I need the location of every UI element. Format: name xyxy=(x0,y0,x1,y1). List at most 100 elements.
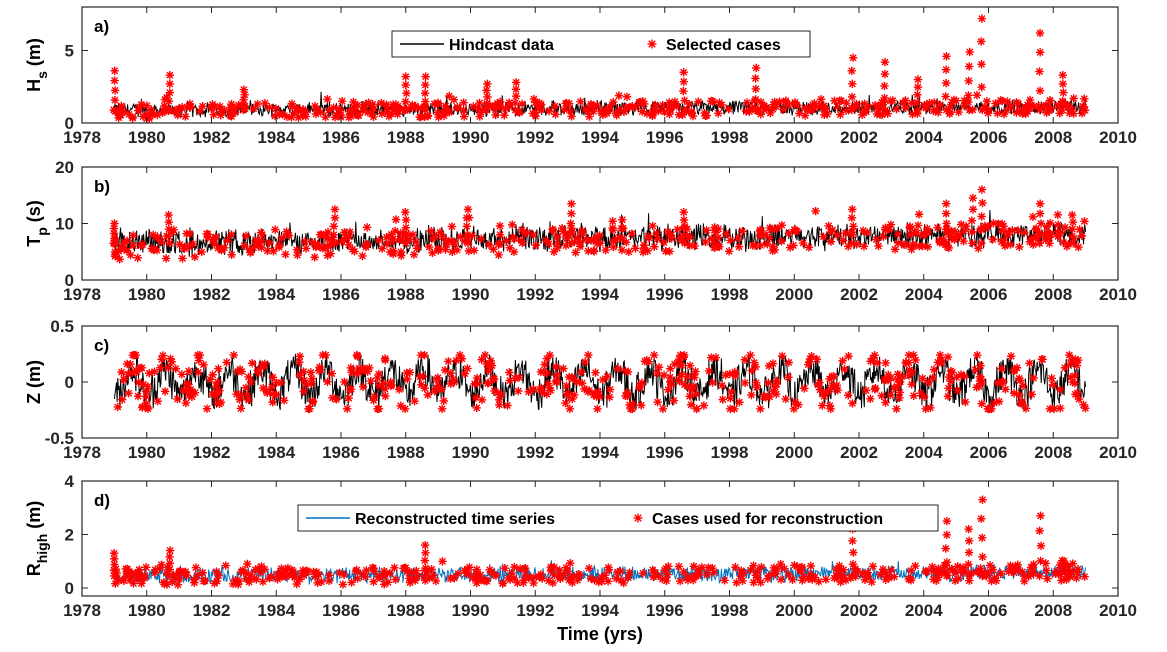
selected-case-point xyxy=(182,571,192,580)
selected-case-point xyxy=(994,397,1004,406)
selected-case-point xyxy=(804,357,814,367)
selected-case-point xyxy=(1068,377,1077,387)
selected-case-point xyxy=(227,99,236,109)
x-tick-label: 1996 xyxy=(646,285,684,304)
selected-case-point xyxy=(167,357,176,367)
selected-case-point xyxy=(1059,88,1068,97)
y-tick-label: 0 xyxy=(65,373,74,392)
selected-case-point xyxy=(867,577,876,587)
selected-case-point xyxy=(165,571,174,581)
selected-case-point xyxy=(1036,48,1045,57)
selected-case-point xyxy=(449,95,459,104)
selected-case-point xyxy=(751,63,761,73)
selected-case-point xyxy=(734,233,743,243)
selected-case-point xyxy=(623,391,632,401)
selected-case-point xyxy=(323,377,332,387)
selected-case-point xyxy=(125,567,134,576)
selected-case-point xyxy=(1058,79,1068,89)
selected-case-point xyxy=(852,240,861,249)
selected-case-point xyxy=(1006,240,1015,249)
selected-case-point xyxy=(152,246,162,255)
selected-case-point xyxy=(437,385,446,394)
selected-case-point xyxy=(849,548,858,557)
selected-case-point xyxy=(965,105,974,115)
selected-case-point xyxy=(798,576,807,585)
selected-case-point xyxy=(1080,572,1089,581)
selected-case-point xyxy=(438,232,447,241)
selected-case-point xyxy=(1029,560,1038,569)
selected-case-point xyxy=(977,82,986,92)
selected-case-point xyxy=(586,574,596,583)
selected-case-point xyxy=(649,350,659,360)
selected-case-point xyxy=(956,370,966,379)
selected-case-point xyxy=(477,395,487,405)
selected-case-point xyxy=(1068,559,1077,568)
selected-case-point xyxy=(543,379,553,388)
y-axis-label: Rhigh (m) xyxy=(24,501,50,577)
selected-case-point xyxy=(580,357,590,367)
selected-case-point xyxy=(423,390,433,400)
selected-case-point xyxy=(838,236,848,245)
selected-case-point xyxy=(650,100,660,110)
selected-case-point xyxy=(679,208,688,217)
selected-case-point xyxy=(177,370,187,379)
selected-case-point xyxy=(498,579,507,588)
selected-case-point xyxy=(1075,225,1084,234)
selected-case-point xyxy=(1066,568,1075,577)
selected-case-point xyxy=(383,578,393,587)
selected-case-point xyxy=(1060,363,1070,373)
selected-case-point xyxy=(768,359,778,368)
selected-case-point xyxy=(408,100,417,110)
selected-case-point xyxy=(502,236,511,245)
y-tick-label: 20 xyxy=(55,158,74,177)
selected-case-point xyxy=(239,85,249,94)
selected-case-point xyxy=(759,392,768,401)
selected-case-point xyxy=(1079,400,1088,410)
selected-case-point xyxy=(826,237,836,246)
selected-case-point xyxy=(374,369,383,379)
x-tick-label: 2000 xyxy=(775,443,813,462)
selected-case-point xyxy=(714,109,723,118)
selected-case-point xyxy=(872,358,882,368)
selected-cases xyxy=(109,185,1089,264)
selected-case-point xyxy=(964,524,973,534)
selected-case-point xyxy=(1000,241,1010,251)
selected-case-point xyxy=(276,568,286,577)
selected-case-point xyxy=(658,404,668,414)
selected-case-point xyxy=(129,579,138,588)
selected-case-point xyxy=(773,224,782,233)
selected-case-point xyxy=(347,578,356,587)
selected-case-point xyxy=(776,575,786,584)
selected-case-point xyxy=(193,571,202,580)
selected-case-point xyxy=(209,239,219,248)
selected-case-point xyxy=(881,575,890,584)
selected-case-point xyxy=(308,397,318,407)
selected-case-point xyxy=(936,356,945,366)
selected-case-point xyxy=(847,571,857,581)
selected-case-point xyxy=(991,99,1000,108)
selected-case-point xyxy=(976,361,985,370)
selected-case-point xyxy=(576,97,585,106)
selected-case-point xyxy=(544,106,554,116)
x-tick-label: 2004 xyxy=(905,443,943,462)
selected-case-point xyxy=(777,221,787,230)
selected-case-point xyxy=(159,107,169,116)
selected-case-point xyxy=(954,107,963,117)
selected-case-point xyxy=(423,112,433,121)
selected-case-point xyxy=(311,109,321,119)
selected-case-point xyxy=(439,396,448,406)
selected-case-point xyxy=(165,239,174,248)
selected-case-point xyxy=(380,354,390,363)
selected-case-point xyxy=(644,357,654,366)
selected-case-point xyxy=(977,533,987,543)
selected-case-point xyxy=(271,104,281,113)
selected-case-point xyxy=(757,562,766,572)
selected-case-point xyxy=(755,231,765,240)
x-tick-label: 1994 xyxy=(581,285,619,304)
selected-case-point xyxy=(508,220,517,229)
selected-case-point xyxy=(464,246,474,256)
selected-case-point xyxy=(1042,222,1052,232)
selected-case-point xyxy=(901,358,911,368)
selected-case-point xyxy=(195,350,205,360)
selected-case-point xyxy=(702,226,711,235)
